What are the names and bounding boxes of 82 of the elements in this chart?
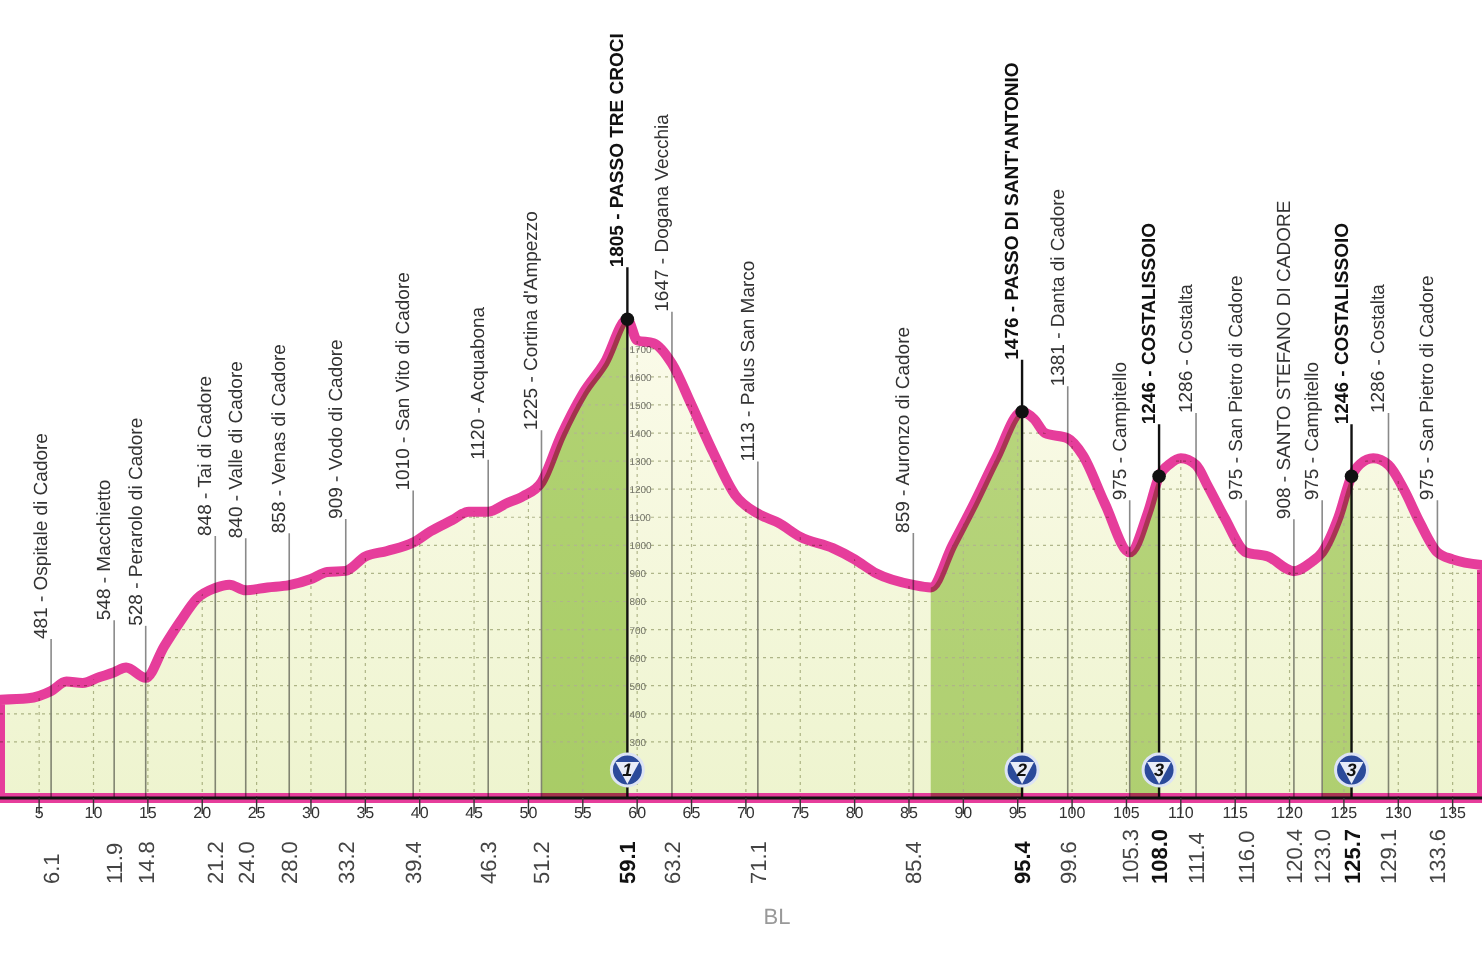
x2-tick-label: 28.0: [279, 841, 304, 884]
x2-tick-label: 21.2: [205, 841, 230, 884]
x2-tick-label: 129.1: [1378, 828, 1403, 884]
annotation: 1225 - Cortina d'Ampezzo: [521, 211, 544, 431]
x-tick-label: 40: [410, 804, 430, 822]
x2-tick-label: 120.4: [1283, 828, 1308, 884]
x2-tick-label: 95.4: [1012, 839, 1037, 884]
x-tick-label: 130: [1384, 804, 1413, 822]
x2-tick-label: 6.1: [41, 853, 66, 884]
x-tick-label: 105: [1113, 804, 1141, 822]
x2-tick-label: 125.7: [1341, 828, 1366, 884]
x2-tick-label: 133.6: [1427, 828, 1452, 884]
x-tick-label: 5: [34, 804, 45, 822]
x-tick-label: 25: [247, 804, 267, 822]
annotation: 1476 - PASSO DI SANT'ANTONIO: [1002, 62, 1025, 360]
x2-tick-label: 63.2: [661, 841, 686, 884]
x-tick-label: 70: [736, 804, 756, 822]
annotation: 481 - Ospitale di Cadore: [31, 433, 54, 640]
x-tick-label: 100: [1058, 804, 1087, 822]
x-tick-label: 60: [628, 804, 648, 822]
annotation: 840 - Valle di Cadore: [225, 361, 248, 539]
x2-tick-label: 123.0: [1312, 828, 1337, 884]
annotation: 975 - San Pietro di Cadore: [1417, 275, 1440, 501]
annotation: 528 - Perarolo di Cadore: [125, 417, 148, 626]
x-tick-label: 50: [519, 804, 539, 822]
x2-tick-label: 59.1: [617, 841, 642, 884]
annotation: 859 - Auronzo di Cadore: [893, 326, 916, 533]
annotation: 908 - SANTO STEFANO DI CADORE: [1273, 200, 1296, 520]
text: BL: [763, 906, 791, 930]
x2-tick-label: 105.3: [1119, 828, 1144, 884]
annotation: 1: [622, 759, 633, 780]
x2-tick-label: 99.6: [1057, 841, 1082, 884]
x2-tick-label: 111.4: [1186, 832, 1211, 884]
x2-tick-label: 108.0: [1149, 828, 1174, 884]
x-tick-label: 125: [1330, 804, 1359, 822]
x-tick-label: 10: [84, 804, 104, 822]
x2-tick-label: 39.4: [403, 841, 428, 884]
x-tick-label: 15: [138, 804, 158, 822]
annotation: 548 - Macchietto: [94, 479, 117, 621]
x-tick-label: 65: [682, 804, 702, 822]
x2-tick-label: 33.2: [335, 841, 360, 884]
x2-tick-label: 71.1: [747, 841, 772, 884]
x-tick-label: 115: [1222, 804, 1250, 822]
annotation: 3: [1346, 759, 1357, 780]
annotation: 1381 - Danta di Cadore: [1047, 188, 1070, 387]
x2-tick-label: 51.2: [531, 841, 556, 884]
x-tick-label: 90: [954, 804, 974, 822]
x-tick-label: 80: [845, 804, 865, 822]
annotation: 3: [1154, 759, 1165, 780]
x-tick-label: 110: [1168, 804, 1195, 822]
annotation: 1010 - San Vito di Cadore: [393, 272, 416, 491]
x-tick-label: 45: [465, 804, 485, 822]
x-tick-label: 135: [1439, 804, 1468, 822]
annotation: 1120 - Acquabona: [468, 305, 491, 460]
annotation: 1286 - Costalta: [1368, 282, 1391, 414]
x-tick-label: 20: [193, 804, 213, 822]
annotation: 975 - Campitello: [1109, 362, 1132, 501]
annotation: 1113 - Palus San Marco: [737, 260, 760, 462]
annotation: 1246 - COSTALISSOIO: [1331, 222, 1354, 425]
x2-tick-label: 116.0: [1236, 830, 1261, 884]
annotation: 848 - Tai di Cadore: [195, 375, 218, 537]
annotation: 909 - Vodo di Cadore: [325, 339, 348, 519]
x-tick-label: 85: [900, 804, 919, 822]
annotation: 975 - Campitello: [1302, 362, 1325, 501]
x-tick-label: 120: [1276, 804, 1304, 822]
x-tick-label: 30: [302, 804, 321, 822]
x2-tick-label: 85.4: [903, 841, 928, 884]
annotation: 2: [1015, 759, 1028, 780]
x2-tick-label: 46.3: [478, 841, 503, 884]
x-tick-label: 55: [573, 804, 593, 822]
x-tick-label: 35: [356, 804, 376, 822]
annotation: 1805 - PASSO TRE CROCI: [607, 33, 630, 268]
annotation: 1647 - Dogana Vecchia: [651, 112, 674, 312]
annotation: 975 - San Pietro di Cadore: [1226, 275, 1249, 501]
x2-tick-label: 14.8: [135, 841, 160, 884]
annotation: 858 - Venas di Cadore: [269, 344, 292, 534]
annotation: 1246 - COSTALISSOIO: [1139, 222, 1162, 425]
annotation: 1286 - Costalta: [1176, 282, 1199, 414]
x2-tick-label: 24.0: [235, 841, 260, 884]
x-tick-label: 95: [1008, 804, 1028, 822]
x2-tick-label: 11.9: [104, 842, 129, 884]
x-tick-label: 75: [791, 804, 811, 822]
